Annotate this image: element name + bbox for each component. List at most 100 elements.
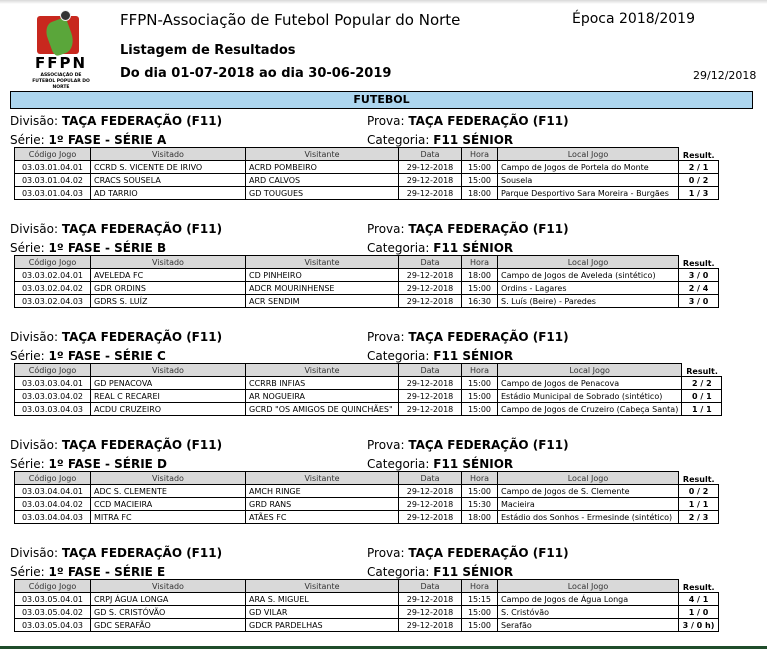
cell-resultado: 2 / 1	[678, 160, 719, 174]
serie: Série: 1º FASE - SÉRIE B	[10, 241, 166, 255]
cell-visitado: CRACS SOUSELA	[90, 173, 246, 187]
serie-value: 1º FASE - SÉRIE E	[48, 565, 166, 579]
cell-visitado: GDRS S. LUÍZ	[90, 294, 246, 308]
table-row: 03.03.01.04.03 AD TARRIO GD TOUGUES 29-12-2…	[14, 186, 719, 200]
serie-value: 1º FASE - SÉRIE C	[48, 349, 166, 363]
cell-hora: 18:00	[461, 186, 498, 200]
prova: Prova: TAÇA FEDERAÇÃO (F11)	[367, 438, 569, 452]
divisao-value: TAÇA FEDERAÇÃO (F11)	[61, 546, 223, 560]
cell-local: Campo de Jogos de Portela do Monte	[497, 160, 679, 174]
table-header: Código Jogo Visitado Visitante Data Hora Loca…	[14, 147, 719, 161]
cell-hora: 15:00	[461, 376, 498, 390]
cell-visitado: ADC S. CLEMENTE	[90, 484, 246, 498]
series-section: Divisão: TAÇA FEDERAÇÃO (F11) Série: 1º F…	[0, 222, 767, 330]
page-title: FFPN-Associação de Futebol Popular do No…	[120, 11, 461, 29]
cell-visitado: GD PENACOVA	[90, 376, 246, 390]
cell-local: Serafão	[497, 618, 679, 632]
cell-visitante: ARD CALVOS	[245, 173, 399, 187]
cell-codigo: 03.03.05.04.02	[14, 605, 91, 619]
ffpn-logo: FFPN ASSOCIAÇÃO DE FUTEBOL POPULAR DO NO…	[30, 6, 92, 90]
column-header: Código Jogo	[14, 363, 91, 377]
categoria-label: Categoria:	[367, 565, 430, 579]
prova-label: Prova:	[367, 546, 405, 560]
cell-visitante: GD VILAR	[245, 605, 399, 619]
cell-codigo: 03.03.04.04.03	[14, 510, 91, 524]
table-header: Código Jogo Visitado Visitante Data Hora Loca…	[14, 255, 719, 269]
column-header: Local Jogo	[497, 147, 679, 161]
cell-visitante: ARA S. MIGUEL	[245, 592, 399, 606]
cell-visitado: GDC SERAFÃO	[90, 618, 246, 632]
categoria: Categoria: F11 SÉNIOR	[367, 349, 513, 363]
cell-hora: 15:30	[461, 497, 498, 511]
cell-visitado: GDR ORDINS	[90, 281, 246, 295]
footer-bar	[0, 646, 767, 649]
cell-data: 29-12-2018	[398, 173, 462, 187]
cell-visitante: GRD RANS	[245, 497, 399, 511]
cell-resultado: 2 / 3	[678, 510, 719, 524]
divisao: Divisão: TAÇA FEDERAÇÃO (F11)	[10, 546, 222, 560]
column-header: Data	[398, 147, 462, 161]
prova-label: Prova:	[367, 114, 405, 128]
cell-visitante: GDCR PARDELHAS	[245, 618, 399, 632]
serie-label: Série:	[10, 133, 45, 147]
divisao: Divisão: TAÇA FEDERAÇÃO (F11)	[10, 114, 222, 128]
cell-codigo: 03.03.05.04.01	[14, 592, 91, 606]
column-header: Local Jogo	[497, 255, 679, 269]
column-header: Hora	[461, 363, 498, 377]
cell-local: Campo de Jogos de Água Longa	[497, 592, 679, 606]
column-header: Código Jogo	[14, 471, 91, 485]
divisao: Divisão: TAÇA FEDERAÇÃO (F11)	[10, 222, 222, 236]
divisao-label: Divisão:	[10, 222, 58, 236]
cell-codigo: 03.03.05.04.03	[14, 618, 91, 632]
results-table: Código Jogo Visitado Visitante Data Hora Loca…	[14, 255, 719, 308]
cell-codigo: 03.03.03.04.03	[14, 402, 91, 416]
cell-data: 29-12-2018	[398, 160, 462, 174]
series-section: Divisão: TAÇA FEDERAÇÃO (F11) Série: 1º F…	[0, 546, 767, 654]
cell-data: 29-12-2018	[398, 281, 462, 295]
table-row: 03.03.05.04.03 GDC SERAFÃO GDCR PARDELHAS 2…	[14, 618, 719, 632]
table-row: 03.03.04.04.01 ADC S. CLEMENTE AMCH RINGE 2…	[14, 484, 719, 498]
categoria: Categoria: F11 SÉNIOR	[367, 565, 513, 579]
divisao: Divisão: TAÇA FEDERAÇÃO (F11)	[10, 330, 222, 344]
cell-resultado: 3 / 0 h)	[678, 618, 719, 632]
cell-resultado: 2 / 2	[681, 376, 723, 390]
serie-value: 1º FASE - SÉRIE A	[48, 133, 167, 147]
cell-data: 29-12-2018	[398, 605, 462, 619]
column-header: Visitante	[245, 363, 399, 377]
cell-local: Ordins - Lagares	[497, 281, 679, 295]
column-header: Data	[398, 471, 462, 485]
cell-hora: 15:00	[461, 281, 498, 295]
serie-label: Série:	[10, 241, 45, 255]
cell-resultado: 1 / 3	[678, 186, 719, 200]
top-shadow	[0, 0, 767, 4]
column-header: Visitado	[90, 471, 246, 485]
prova-label: Prova:	[367, 222, 405, 236]
cell-data: 29-12-2018	[398, 294, 462, 308]
cell-visitado: CCRD S. VICENTE DE IRIVO	[90, 160, 246, 174]
table-header: Código Jogo Visitado Visitante Data Hora Loca…	[14, 471, 719, 485]
logo-text: FFPN	[34, 54, 88, 72]
table-row: 03.03.02.04.02 GDR ORDINS ADCR MOURINHENSE…	[14, 281, 719, 295]
divisao-value: TAÇA FEDERAÇÃO (F11)	[61, 114, 223, 128]
cell-local: Campo de Jogos de Aveleda (sintético)	[497, 268, 679, 282]
column-header: Hora	[461, 471, 498, 485]
divisao-value: TAÇA FEDERAÇÃO (F11)	[61, 330, 223, 344]
divisao-value: TAÇA FEDERAÇÃO (F11)	[61, 222, 223, 236]
cell-visitado: REAL C RECAREI	[90, 389, 246, 403]
cell-data: 29-12-2018	[398, 497, 462, 511]
cell-local: Estádio dos Sonhos - Ermesinde (sintétic…	[497, 510, 679, 524]
column-header: Local Jogo	[497, 579, 679, 593]
cell-visitante: ACRD POMBEIRO	[245, 160, 399, 174]
column-header: Data	[398, 255, 462, 269]
cell-codigo: 03.03.01.04.01	[14, 160, 91, 174]
date-period: Do dia 01-07-2018 ao dia 30-06-2019	[120, 66, 392, 81]
cell-resultado: 1 / 1	[681, 402, 723, 416]
cell-data: 29-12-2018	[398, 186, 462, 200]
cell-local: Sousela	[497, 173, 679, 187]
categoria-label: Categoria:	[367, 133, 430, 147]
column-header: Visitado	[90, 147, 246, 161]
column-header: Hora	[461, 579, 498, 593]
divisao-label: Divisão:	[10, 114, 58, 128]
categoria: Categoria: F11 SÉNIOR	[367, 133, 513, 147]
categoria-label: Categoria:	[367, 241, 430, 255]
